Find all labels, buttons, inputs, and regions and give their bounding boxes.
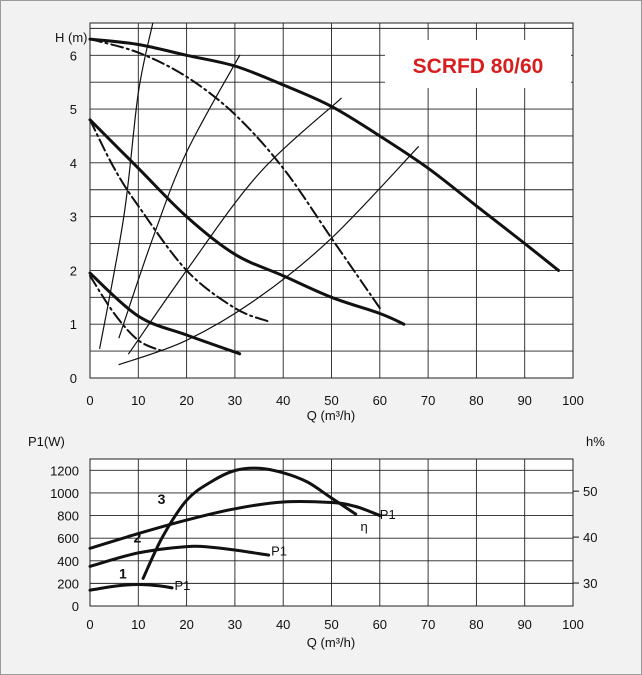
head-x-tick-label: 10 (131, 393, 145, 408)
head-y-tick-label: 0 (70, 371, 77, 386)
power-x-tick-label: 60 (373, 617, 387, 632)
head-x-tick-label: 90 (517, 393, 531, 408)
head-series-group (88, 22, 560, 366)
efficiency-y-tick-label: 50 (583, 484, 597, 499)
head-x-tick-label: 100 (562, 393, 584, 408)
power-y-tick-label: 400 (57, 554, 79, 569)
power-x-tick-label: 70 (421, 617, 435, 632)
efficiency-y-tick-label: 40 (583, 530, 597, 545)
head-x-tick-label: 80 (469, 393, 483, 408)
power-x-tick-label: 80 (469, 617, 483, 632)
head-y-tick-label: 1 (70, 317, 77, 332)
power-y-axis-label: P1(W) (28, 434, 65, 449)
head-y-tick-label: 3 (70, 210, 77, 225)
power-flow-chart: 0 10 20 30 40 50 60 70 80 90 100 0 200 400 600 800 1000… (28, 434, 605, 650)
efficiency-y-axis-label: h% (586, 434, 605, 449)
curve-label: P1 (380, 507, 396, 522)
head-y-tick-label: 6 (70, 48, 77, 63)
power-y-tick-label: 800 (57, 509, 79, 524)
head-x-tick-label: 40 (276, 393, 290, 408)
head-y-tick-label: 2 (70, 263, 77, 278)
curve-label: 2 (133, 530, 141, 546)
power-y-tick-label: 0 (72, 599, 79, 614)
power-x-tick-label: 10 (131, 617, 145, 632)
head-y-axis-label: H (m) (55, 30, 88, 45)
head-x-tick-label: 50 (324, 393, 338, 408)
head-y-tick-label: 5 (70, 102, 77, 117)
head-curve-dash-dot (89, 274, 164, 353)
efficiency-y-tick-label: 30 (583, 576, 597, 591)
efficiency-curve (141, 466, 358, 580)
head-x-axis-label: Q (m³/h) (307, 408, 355, 423)
head-flow-chart: 0 10 20 30 40 50 60 70 80 90 100 0 1 2 3 4 5 6 SCRFD 80/… (55, 22, 584, 423)
power-y-ticks: 0 200 400 600 800 1000 1200 (50, 463, 79, 614)
power-curve (88, 544, 271, 568)
head-curve-solid-thick (88, 118, 406, 326)
head-x-tick-label: 70 (421, 393, 435, 408)
head-x-tick-label: 20 (179, 393, 193, 408)
curve-label: 1 (119, 565, 127, 581)
head-curve-solid-thick (88, 271, 242, 356)
efficiency-y-ticks: 30 40 50 (573, 484, 597, 591)
head-x-tick-label: 60 (373, 393, 387, 408)
power-x-tick-label: 20 (179, 617, 193, 632)
head-curve-thin (118, 54, 241, 339)
curve-label: η (360, 519, 367, 534)
power-x-tick-label: 0 (86, 617, 93, 632)
power-x-tick-label: 100 (562, 617, 584, 632)
power-x-tick-label: 90 (517, 617, 531, 632)
chart-title: SCRFD 80/60 (413, 55, 544, 78)
curve-label: 3 (158, 491, 166, 507)
head-x-ticks: 0 10 20 30 40 50 60 70 80 90 100 (86, 393, 583, 408)
power-x-axis-label: Q (m³/h) (307, 635, 355, 650)
power-curve (88, 499, 382, 550)
power-y-tick-label: 1000 (50, 486, 79, 501)
power-x-ticks: 0 10 20 30 40 50 60 70 80 90 100 (86, 617, 583, 632)
power-y-tick-label: 200 (57, 576, 79, 591)
head-x-tick-label: 30 (228, 393, 242, 408)
power-curve (88, 582, 174, 592)
curve-label: P1 (175, 578, 191, 593)
curve-labels: 1 2 3 P1 P1 P1 η (119, 491, 396, 593)
title-box (385, 40, 571, 88)
head-curve-thin (99, 22, 154, 349)
head-curve-thin (118, 146, 419, 366)
power-series-group (88, 466, 382, 592)
power-grid (90, 459, 573, 606)
head-curve-dash-dot (89, 38, 381, 310)
power-x-tick-label: 30 (228, 617, 242, 632)
head-grid (90, 23, 573, 378)
power-x-tick-label: 50 (324, 617, 338, 632)
head-y-ticks: 0 1 2 3 4 5 6 (70, 48, 77, 386)
power-x-tick-label: 40 (276, 617, 290, 632)
head-x-tick-label: 0 (86, 393, 93, 408)
power-y-tick-label: 1200 (50, 463, 79, 478)
power-y-tick-label: 600 (57, 531, 79, 546)
head-y-tick-label: 4 (70, 156, 77, 171)
head-curve-thin (128, 97, 342, 355)
curve-label: P1 (271, 544, 287, 559)
head-curve-dash-dot (89, 118, 270, 323)
